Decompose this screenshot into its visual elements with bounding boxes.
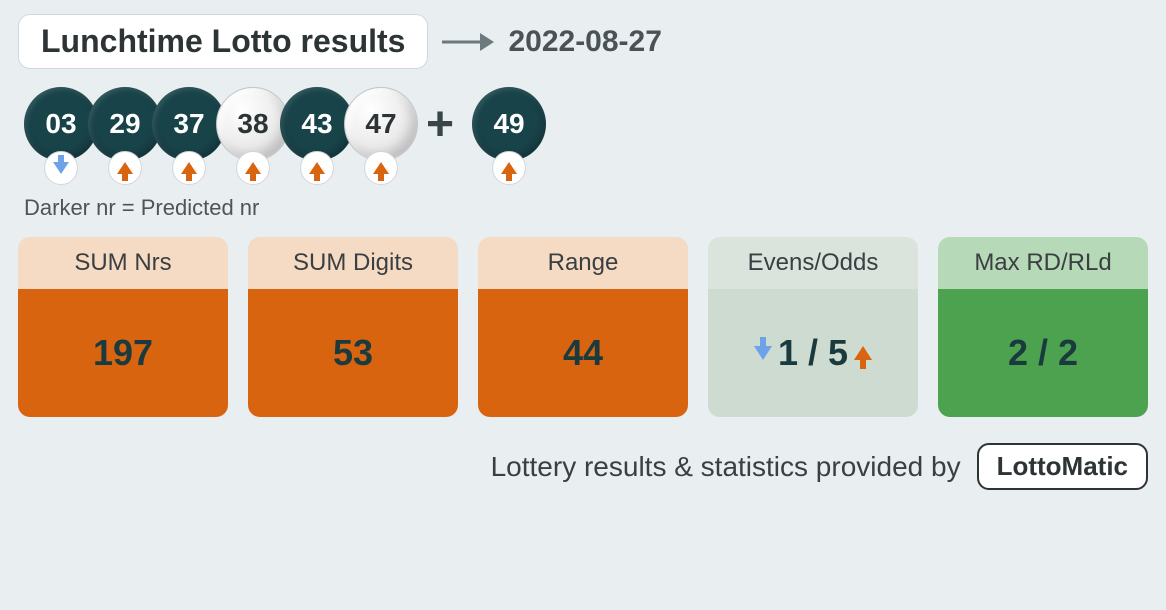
result-date: 2022-08-27	[508, 25, 661, 59]
trend-down-icon	[44, 151, 78, 185]
stat-label: Evens/Odds	[708, 237, 918, 289]
trend-up-icon	[172, 151, 206, 185]
stat-value: 44	[478, 289, 688, 417]
stat-value: 197	[18, 289, 228, 417]
footer-brand[interactable]: LottoMatic	[977, 443, 1148, 490]
stat-label: SUM Nrs	[18, 237, 228, 289]
stat-sum-nrs: SUM Nrs 197	[18, 237, 228, 417]
ball-4: 38	[216, 87, 290, 185]
stat-value-wrap: 1 / 5	[708, 289, 918, 417]
stat-value: 2 / 2	[938, 289, 1148, 417]
stat-value: 1 / 5	[778, 332, 848, 374]
trend-up-icon	[108, 151, 142, 185]
stat-sum-digits: SUM Digits 53	[248, 237, 458, 417]
stats-row: SUM Nrs 197 SUM Digits 53 Range 44 Evens…	[18, 237, 1148, 417]
footer-row: Lottery results & statistics provided by…	[18, 443, 1148, 490]
legend-text: Darker nr = Predicted nr	[24, 195, 1148, 221]
trend-up-icon	[854, 346, 872, 360]
ball-2: 29	[88, 87, 162, 185]
stat-evens-odds: Evens/Odds 1 / 5	[708, 237, 918, 417]
stat-label: Max RD/RLd	[938, 237, 1148, 289]
plus-icon: +	[426, 87, 454, 152]
ball-value: 38	[216, 87, 290, 161]
ball-6: 47	[344, 87, 418, 185]
trend-down-icon	[754, 346, 772, 360]
arrow-right-icon	[442, 36, 494, 48]
trend-up-icon	[236, 151, 270, 185]
stat-max-rd: Max RD/RLd 2 / 2	[938, 237, 1148, 417]
ball-value: 03	[24, 87, 98, 161]
ball-1: 03	[24, 87, 98, 185]
ball-5: 43	[280, 87, 354, 185]
stat-label: SUM Digits	[248, 237, 458, 289]
ball-value: 43	[280, 87, 354, 161]
trend-up-icon	[300, 151, 334, 185]
bonus-ball: 49	[472, 87, 546, 185]
ball-value: 37	[152, 87, 226, 161]
ball-value: 47	[344, 87, 418, 161]
ball-3: 37	[152, 87, 226, 185]
header-row: Lunchtime Lotto results 2022-08-27	[18, 14, 1148, 69]
trend-up-icon	[364, 151, 398, 185]
trend-up-icon	[492, 151, 526, 185]
stat-value: 53	[248, 289, 458, 417]
ball-value: 29	[88, 87, 162, 161]
footer-text: Lottery results & statistics provided by	[491, 451, 961, 483]
page-title: Lunchtime Lotto results	[18, 14, 428, 69]
ball-value: 49	[472, 87, 546, 161]
stat-label: Range	[478, 237, 688, 289]
stat-range: Range 44	[478, 237, 688, 417]
balls-row: 03 29 37 38 43 47 + 49	[18, 87, 1148, 185]
